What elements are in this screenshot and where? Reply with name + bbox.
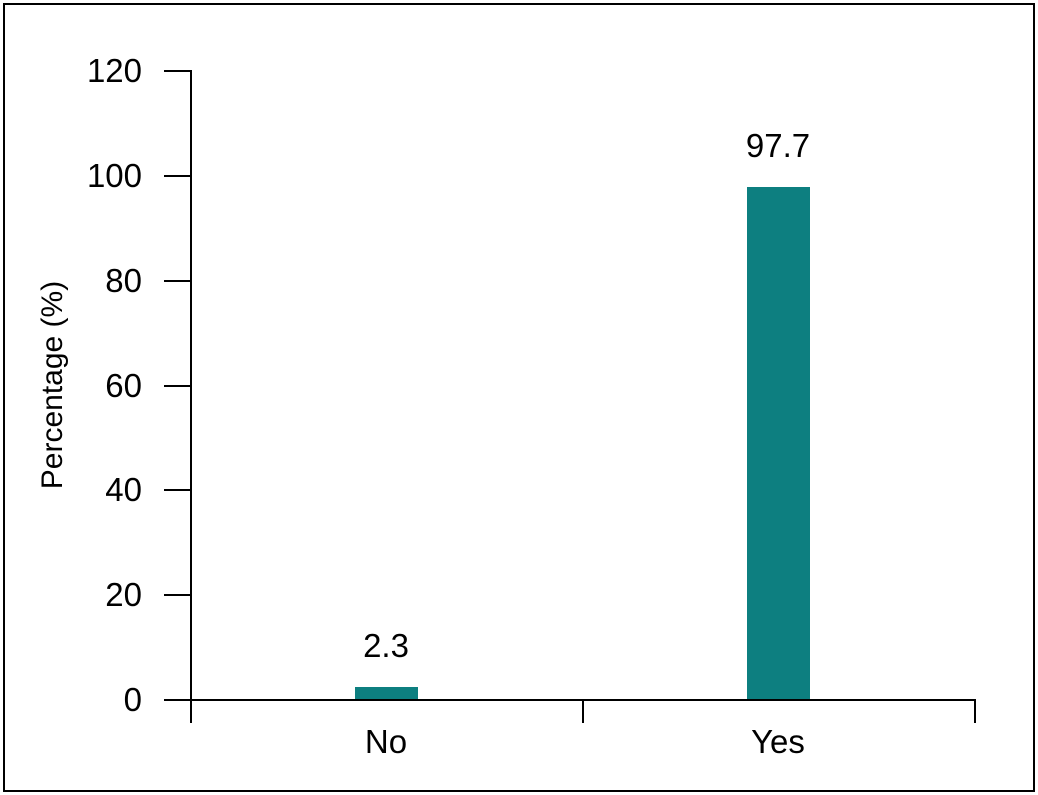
x-tick (582, 701, 584, 723)
y-tick-label: 80 (105, 262, 142, 299)
x-axis-label-no: No (364, 723, 408, 760)
y-tick-label: 100 (86, 157, 142, 194)
y-tick (164, 594, 190, 596)
y-tick-label: 20 (105, 576, 142, 613)
y-tick-label: 120 (86, 52, 142, 89)
bar-value-label-no: 2.3 (363, 627, 409, 664)
bar-no (355, 687, 418, 699)
y-axis-line (190, 70, 192, 723)
y-tick-label: 0 (123, 681, 142, 718)
x-axis-line (190, 699, 976, 701)
y-tick (164, 699, 190, 701)
y-tick (164, 489, 190, 491)
bar-value-label-yes: 97.7 (745, 127, 811, 164)
y-tick (164, 70, 190, 72)
bar-yes (747, 187, 810, 699)
chart-border-frame (3, 3, 1035, 792)
x-axis-label-yes: Yes (751, 723, 805, 760)
y-tick (164, 175, 190, 177)
y-tick (164, 385, 190, 387)
y-tick (164, 280, 190, 282)
y-tick-label: 60 (105, 367, 142, 404)
x-tick (974, 701, 976, 723)
y-tick-label: 40 (105, 471, 142, 508)
